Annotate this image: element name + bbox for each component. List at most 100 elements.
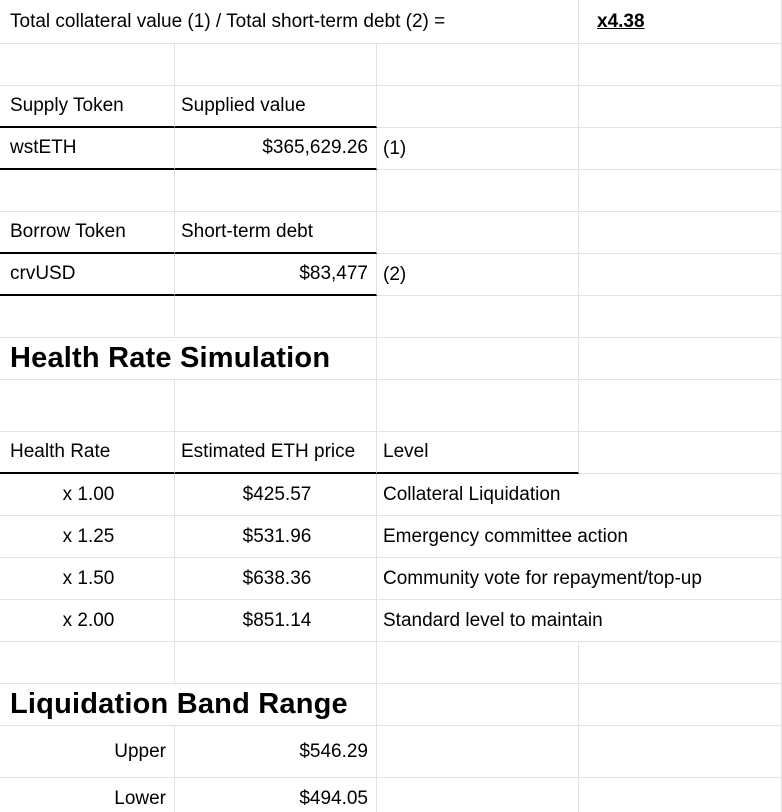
empty-cell[interactable] — [579, 684, 782, 726]
supply-token-name: wstETH — [10, 137, 77, 158]
borrow-token-header[interactable]: Borrow Token — [0, 212, 175, 254]
health-section-title: Health Rate Simulation — [10, 342, 331, 374]
supplied-value-header-text: Supplied value — [181, 95, 306, 116]
supply-token-header-text: Supply Token — [10, 95, 124, 116]
level-header[interactable]: Level — [377, 432, 579, 474]
health-section-title-cell[interactable]: Health Rate Simulation — [0, 338, 377, 380]
empty-cell[interactable] — [579, 338, 782, 380]
band-lower-label-cell[interactable]: Lower — [0, 778, 175, 812]
band-lower-value-cell[interactable]: $494.05 — [175, 778, 377, 812]
empty-cell[interactable] — [579, 726, 782, 778]
level-cell[interactable]: Collateral Liquidation — [377, 474, 579, 516]
health-rate-header-text: Health Rate — [10, 441, 111, 462]
eth-price-header-text: Estimated ETH price — [181, 441, 356, 462]
empty-cell[interactable] — [579, 212, 782, 254]
health-rate-header[interactable]: Health Rate — [0, 432, 175, 474]
borrow-token-header-text: Borrow Token — [10, 221, 126, 242]
empty-cell[interactable] — [377, 44, 579, 86]
short-term-debt-cell[interactable]: $83,477 — [175, 254, 377, 296]
empty-cell[interactable] — [377, 380, 579, 432]
eth-price-value: $531.96 — [242, 525, 312, 547]
empty-cell[interactable] — [377, 170, 579, 212]
band-lower-label: Lower — [114, 787, 166, 809]
empty-cell[interactable] — [377, 212, 579, 254]
level-value: Collateral Liquidation — [383, 483, 561, 505]
empty-cell[interactable] — [175, 44, 377, 86]
empty-cell[interactable] — [175, 642, 377, 684]
band-upper-label-cell[interactable]: Upper — [0, 726, 175, 778]
empty-cell[interactable] — [579, 254, 782, 296]
health-rate-cell[interactable]: x 1.00 — [0, 474, 175, 516]
health-rate-value: x 1.50 — [62, 567, 115, 589]
short-term-debt-header[interactable]: Short-term debt — [175, 212, 377, 254]
health-rate-value: x 1.00 — [62, 483, 115, 505]
empty-cell[interactable] — [579, 600, 782, 642]
empty-cell[interactable] — [579, 642, 782, 684]
empty-cell[interactable] — [377, 726, 579, 778]
empty-cell[interactable] — [579, 380, 782, 432]
empty-cell[interactable] — [579, 44, 782, 86]
empty-cell[interactable] — [175, 380, 377, 432]
health-rate-value: x 2.00 — [62, 609, 115, 631]
supply-ref-cell[interactable]: (1) — [377, 128, 579, 170]
eth-price-value: $425.57 — [242, 483, 312, 505]
band-upper-label: Upper — [114, 740, 166, 762]
empty-cell[interactable] — [377, 296, 579, 338]
empty-cell[interactable] — [377, 86, 579, 128]
supplied-value-header[interactable]: Supplied value — [175, 86, 377, 128]
supplied-value: $365,629.26 — [262, 137, 368, 158]
empty-cell[interactable] — [175, 296, 377, 338]
empty-cell[interactable] — [0, 380, 175, 432]
band-upper-value-cell[interactable]: $546.29 — [175, 726, 377, 778]
supply-token-header[interactable]: Supply Token — [0, 86, 175, 128]
borrow-token-cell[interactable]: crvUSD — [0, 254, 175, 296]
empty-cell[interactable] — [377, 778, 579, 812]
eth-price-cell[interactable]: $638.36 — [175, 558, 377, 600]
health-rate-value: x 1.25 — [62, 525, 115, 547]
empty-cell[interactable] — [175, 170, 377, 212]
band-upper-value: $546.29 — [299, 740, 368, 762]
borrow-token-name: crvUSD — [10, 263, 76, 284]
supply-ref-note: (1) — [383, 137, 407, 159]
short-term-debt-value: $83,477 — [299, 263, 368, 284]
short-term-debt-header-text: Short-term debt — [181, 221, 313, 242]
eth-price-cell[interactable]: $425.57 — [175, 474, 377, 516]
eth-price-value: $638.36 — [242, 567, 312, 589]
health-rate-cell[interactable]: x 2.00 — [0, 600, 175, 642]
collateral-debt-ratio: x4.38 — [597, 10, 645, 32]
level-cell[interactable]: Emergency committee action — [377, 516, 628, 558]
borrow-ref-cell[interactable]: (2) — [377, 254, 579, 296]
empty-cell[interactable] — [377, 338, 579, 380]
band-section-title: Liquidation Band Range — [10, 688, 348, 720]
eth-price-cell[interactable]: $851.14 — [175, 600, 377, 642]
level-cell[interactable]: Community vote for repayment/top-up — [377, 558, 702, 600]
empty-cell[interactable] — [579, 170, 782, 212]
eth-price-cell[interactable]: $531.96 — [175, 516, 377, 558]
health-rate-cell[interactable]: x 1.50 — [0, 558, 175, 600]
eth-price-header[interactable]: Estimated ETH price — [175, 432, 377, 474]
empty-cell[interactable] — [377, 684, 579, 726]
borrow-ref-note: (2) — [383, 263, 407, 285]
empty-cell[interactable] — [579, 86, 782, 128]
level-value: Community vote for repayment/top-up — [383, 567, 702, 589]
empty-cell[interactable] — [579, 778, 782, 812]
empty-cell[interactable] — [0, 170, 175, 212]
health-rate-cell[interactable]: x 1.25 — [0, 516, 175, 558]
supply-token-cell[interactable]: wstETH — [0, 128, 175, 170]
ratio-cell[interactable]: x4.38 — [579, 0, 782, 44]
level-cell[interactable]: Standard level to maintain — [377, 600, 603, 642]
empty-cell[interactable] — [579, 128, 782, 170]
band-section-title-cell[interactable]: Liquidation Band Range — [0, 684, 377, 726]
empty-cell[interactable] — [579, 296, 782, 338]
empty-cell[interactable] — [0, 642, 175, 684]
band-lower-value: $494.05 — [299, 787, 368, 809]
formula-label-cell[interactable]: Total collateral value (1) / Total short… — [0, 0, 579, 44]
empty-cell[interactable] — [377, 642, 579, 684]
empty-cell[interactable] — [579, 432, 782, 474]
empty-cell[interactable] — [0, 296, 175, 338]
empty-cell[interactable] — [0, 44, 175, 86]
level-value: Emergency committee action — [383, 525, 628, 547]
empty-cell[interactable] — [579, 474, 782, 516]
supplied-value-cell[interactable]: $365,629.26 — [175, 128, 377, 170]
